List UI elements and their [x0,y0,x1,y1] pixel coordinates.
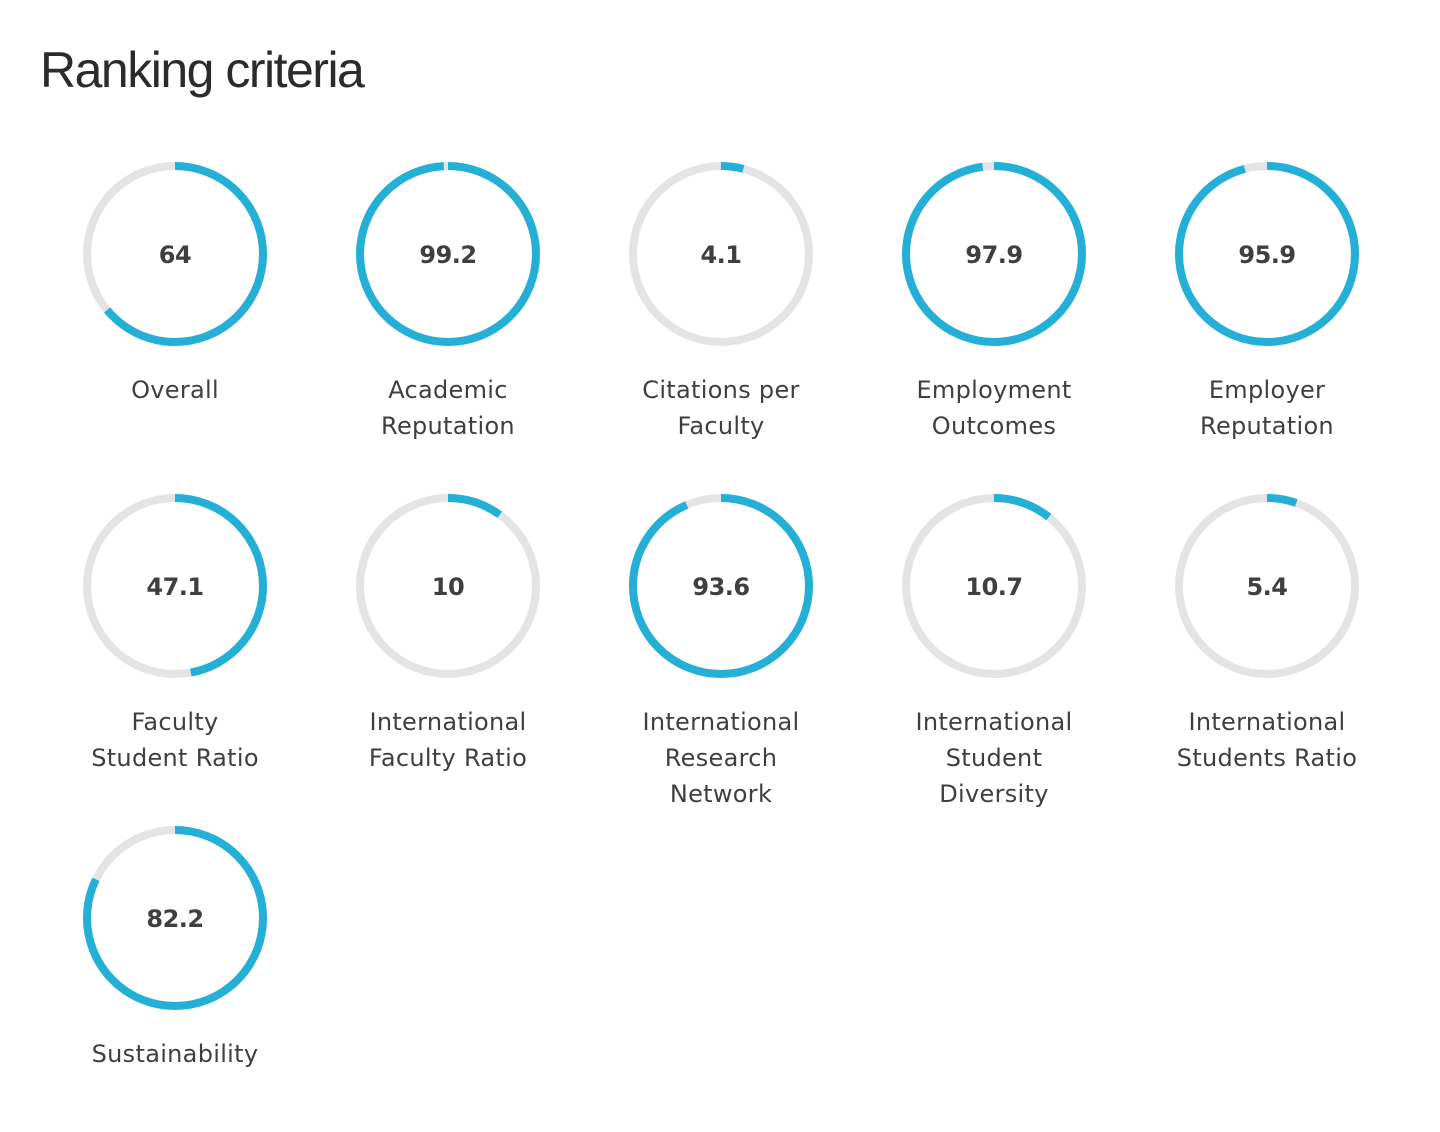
criterion-label-line: Reputation [381,412,515,440]
criterion-label-line: Reputation [1200,412,1334,440]
gauge-svg: 5.4 [1175,494,1359,678]
gauge-value: 47.1 [146,573,203,601]
criterion-label-line: Sustainability [91,1040,259,1068]
gauge-arc [1175,162,1359,346]
criterion-label: Academic Reputation [318,372,578,444]
gauge: 5.4 [1175,494,1359,678]
criterion-label-line: Student Ratio [91,744,259,772]
gauge: 99.2 [356,162,540,346]
gauge-value: 10.7 [965,573,1022,601]
gauge-value: 95.9 [1238,241,1295,269]
criterion-citations-per-faculty: 4.1 Citations per Faculty [591,162,851,462]
gauge-svg: 64 [83,162,267,346]
gauge: 10 [356,494,540,678]
gauge-svg: 4.1 [629,162,813,346]
criterion-label-line: Faculty [131,708,219,736]
gauge-arc [902,494,1086,678]
gauge: 4.1 [629,162,813,346]
gauge: 47.1 [83,494,267,678]
gauge-value: 97.9 [965,241,1022,269]
gauge: 93.6 [629,494,813,678]
criterion-label-line: International [1188,708,1346,736]
gauge-svg: 10 [356,494,540,678]
gauge-arc [356,494,540,678]
criterion-employment-outcomes: 97.9 Employment Outcomes [864,162,1124,462]
gauge-svg: 99.2 [356,162,540,346]
gauge-value: 4.1 [700,241,741,269]
criterion-label-line: International [369,708,527,736]
criterion-label: Employment Outcomes [864,372,1124,444]
criterion-label-line: Citations per [642,376,800,404]
gauge: 97.9 [902,162,1086,346]
criterion-label-line: Network [669,780,773,808]
criterion-international-research-network: 93.6 International Research Network [591,494,851,808]
criterion-label-line: International [642,708,800,736]
criterion-international-student-diversity: 10.7 International Student Diversity [864,494,1124,808]
gauge-svg: 82.2 [83,826,267,1010]
gauge-svg: 47.1 [83,494,267,678]
gauge: 82.2 [83,826,267,1010]
criterion-academic-reputation: 99.2 Academic Reputation [318,162,578,462]
criterion-international-students-ratio: 5.4 International Students Ratio [1137,494,1397,794]
criterion-label-line: Students Ratio [1176,744,1358,772]
gauge-arc [356,162,540,346]
gauge: 10.7 [902,494,1086,678]
criterion-label: International Students Ratio [1137,704,1397,776]
gauge-value: 99.2 [419,241,476,269]
criterion-label: Employer Reputation [1137,372,1397,444]
gauge-arc [629,494,813,678]
criterion-employer-reputation: 95.9 Employer Reputation [1137,162,1397,462]
gauge-arc [902,162,1086,346]
gauge: 95.9 [1175,162,1359,346]
criterion-international-faculty-ratio: 10 International Faculty Ratio [318,494,578,794]
criterion-overall: 64 Overall [45,162,305,462]
criterion-label: International Student Diversity [864,704,1124,812]
gauge-value: 10 [432,573,464,601]
page-title: Ranking criteria [40,42,365,98]
gauge-arc [629,162,813,346]
criterion-label-line: Outcomes [931,412,1057,440]
criterion-sustainability: 82.2 Sustainability [45,826,305,1126]
criterion-label-line: Academic [388,376,508,404]
criterion-label-line: Employment [916,376,1072,404]
criterion-label: International Faculty Ratio [318,704,578,776]
gauge-arc [1175,494,1359,678]
gauge-svg: 97.9 [902,162,1086,346]
criterion-label-line: Student [945,744,1043,772]
gauge-arc [83,826,267,1010]
gauge: 64 [83,162,267,346]
criterion-label-line: Diversity [939,780,1049,808]
gauge-arc [83,494,267,678]
criterion-label-line: Faculty [677,412,765,440]
criterion-label: Citations per Faculty [591,372,851,444]
gauge-value: 93.6 [692,573,749,601]
criterion-label-line: Faculty Ratio [368,744,528,772]
criterion-label: Overall [45,372,305,408]
criterion-faculty-student-ratio: 47.1 Faculty Student Ratio [45,494,305,794]
criterion-label-line: International [915,708,1073,736]
criterion-label: International Research Network [591,704,851,812]
criterion-label-line: Research [664,744,778,772]
gauge-svg: 10.7 [902,494,1086,678]
gauge-svg: 95.9 [1175,162,1359,346]
gauge-value: 5.4 [1246,573,1287,601]
criterion-label-line: Employer [1208,376,1326,404]
criterion-label: Faculty Student Ratio [45,704,305,776]
criterion-label-line: Overall [131,376,219,404]
criterion-label: Sustainability [45,1036,305,1072]
gauge-svg: 93.6 [629,494,813,678]
gauge-value: 64 [159,241,191,269]
gauge-arc [83,162,267,346]
gauge-value: 82.2 [146,905,203,933]
